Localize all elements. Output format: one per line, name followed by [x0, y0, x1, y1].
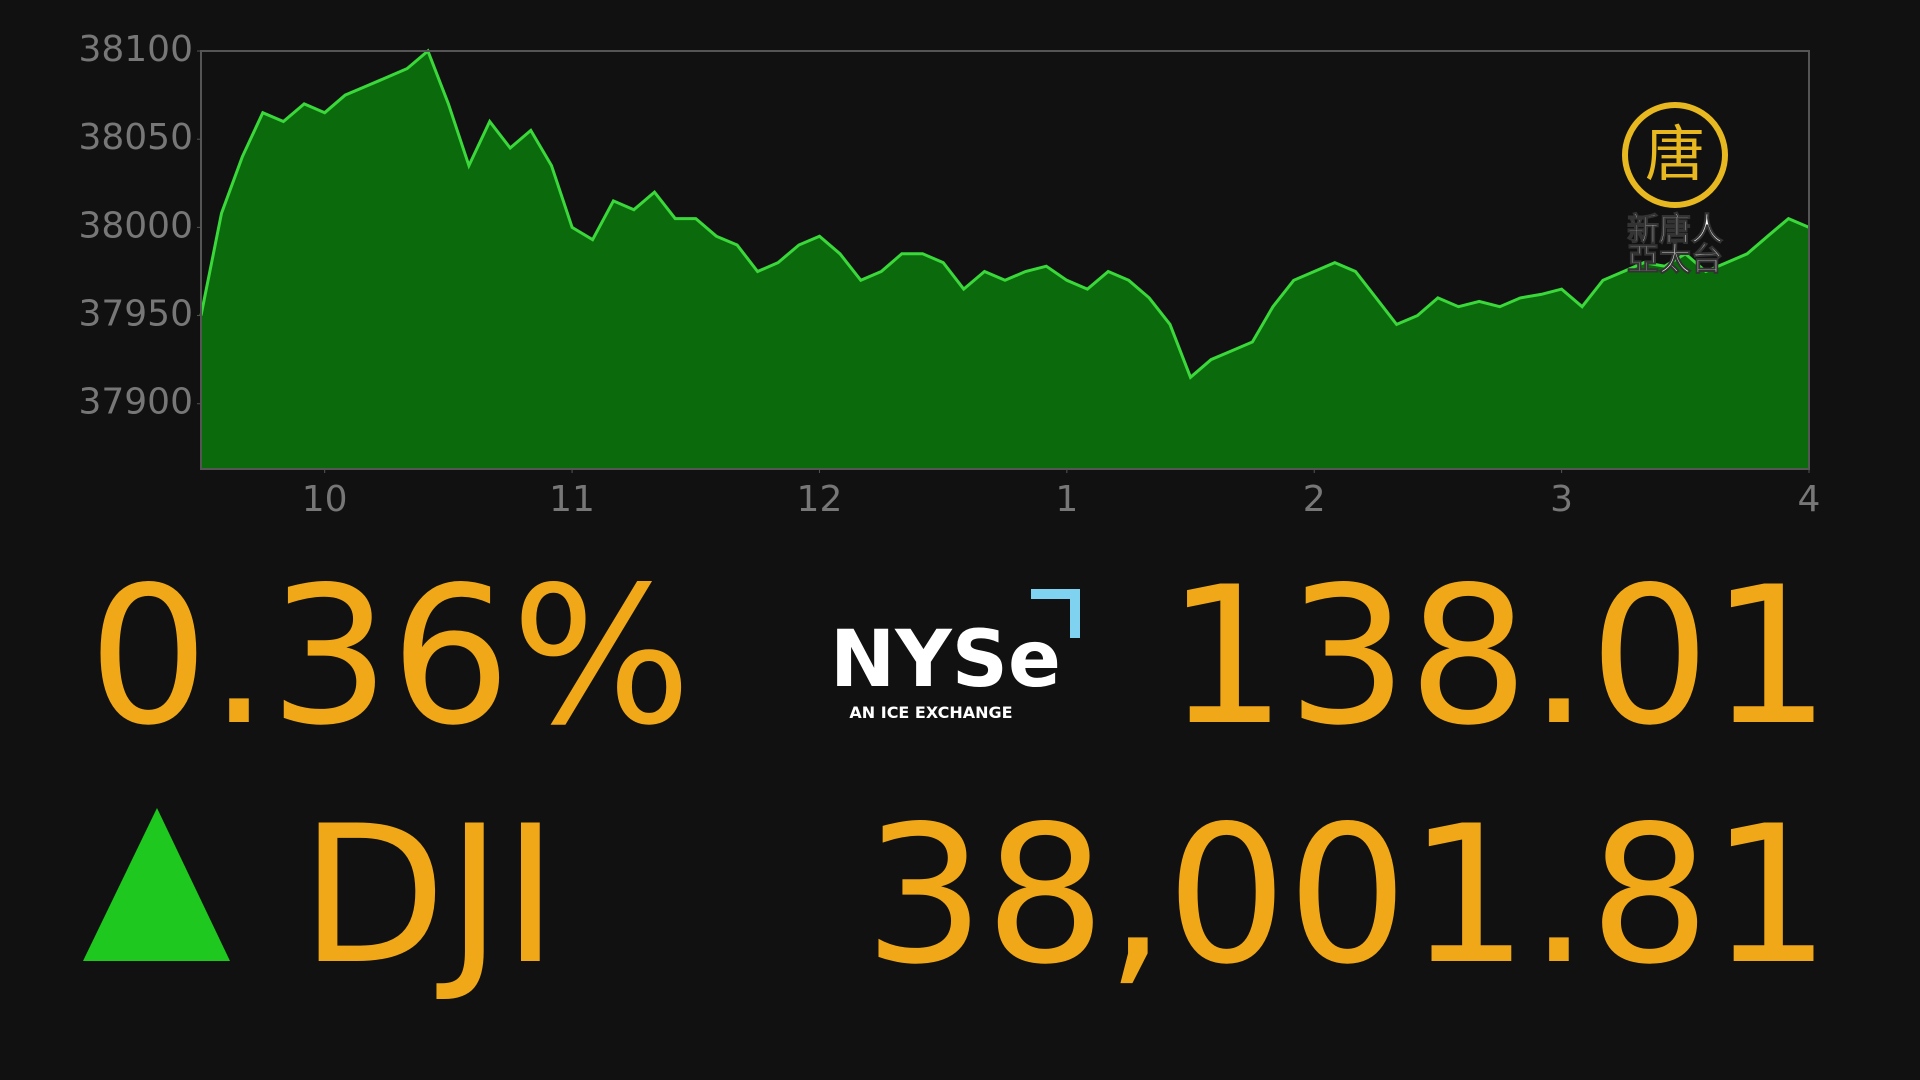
- y-tick-label: 37950: [78, 294, 193, 335]
- exchange-name: NYSe: [830, 615, 1061, 705]
- x-tick-label: 12: [797, 479, 843, 520]
- y-tick-label: 38000: [78, 205, 193, 246]
- exchange-bracket: [1031, 589, 1080, 638]
- symbol: DJI: [300, 785, 558, 1006]
- line: [199, 48, 1810, 380]
- price: 38,001.81: [864, 785, 1831, 1006]
- y-tick-label: 37900: [78, 382, 193, 423]
- x-tick-label: 10: [302, 479, 348, 520]
- logo-line1: 新唐人: [1627, 210, 1723, 248]
- up-arrow: [83, 808, 230, 961]
- area: [201, 51, 1809, 469]
- x-tick-label: 3: [1550, 479, 1573, 520]
- logo-ring: [1622, 102, 1728, 208]
- exchange-tagline: AN ICE EXCHANGE: [849, 703, 1012, 722]
- x-tick-label: 11: [549, 479, 595, 520]
- x-tick-label: 2: [1303, 479, 1326, 520]
- change-points: 138.01: [1166, 546, 1831, 767]
- change-percent: 0.36%: [88, 546, 692, 767]
- logo-line2: 亞太台: [1627, 240, 1723, 278]
- x-tick-label: 4: [1798, 479, 1821, 520]
- y-tick-label: 38050: [78, 117, 193, 158]
- plot-frame: [200, 50, 1810, 470]
- logo-emblem: 唐: [1645, 120, 1705, 190]
- x-tick-label: 1: [1055, 479, 1078, 520]
- y-tick-label: 38100: [78, 29, 193, 70]
